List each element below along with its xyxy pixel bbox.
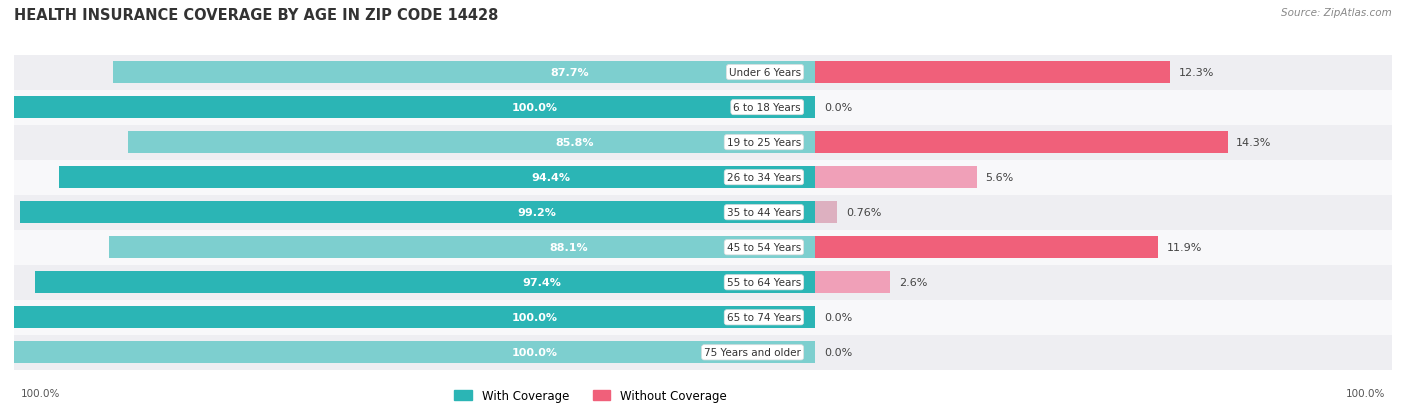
Text: 26 to 34 Years: 26 to 34 Years <box>727 173 801 183</box>
Text: 88.1%: 88.1% <box>550 243 588 253</box>
Text: 35 to 44 Years: 35 to 44 Years <box>727 208 801 218</box>
Text: 100.0%: 100.0% <box>512 103 558 113</box>
Text: 0.0%: 0.0% <box>824 313 852 323</box>
Text: 100.0%: 100.0% <box>512 313 558 323</box>
Text: 65 to 74 Years: 65 to 74 Years <box>727 313 801 323</box>
Text: 94.4%: 94.4% <box>531 173 571 183</box>
Bar <box>21 202 815 223</box>
Text: 45 to 54 Years: 45 to 54 Years <box>727 243 801 253</box>
Text: 100.0%: 100.0% <box>21 388 60 398</box>
Bar <box>14 265 815 300</box>
Bar <box>14 125 815 160</box>
Text: Source: ZipAtlas.com: Source: ZipAtlas.com <box>1281 8 1392 18</box>
Bar <box>815 230 1392 265</box>
Text: HEALTH INSURANCE COVERAGE BY AGE IN ZIP CODE 14428: HEALTH INSURANCE COVERAGE BY AGE IN ZIP … <box>14 8 499 23</box>
Bar <box>14 97 815 119</box>
Bar <box>815 265 1392 300</box>
Text: 5.6%: 5.6% <box>986 173 1014 183</box>
Bar <box>14 307 815 328</box>
Bar <box>815 90 1392 125</box>
Text: 55 to 64 Years: 55 to 64 Years <box>727 278 801 287</box>
Bar <box>14 55 815 90</box>
Bar <box>815 125 1392 160</box>
Bar <box>815 237 1159 259</box>
Bar <box>59 167 815 189</box>
Bar <box>35 272 815 293</box>
Text: 85.8%: 85.8% <box>555 138 595 148</box>
Text: 100.0%: 100.0% <box>512 347 558 358</box>
Bar <box>112 62 815 84</box>
Bar <box>815 195 1392 230</box>
Bar <box>14 195 815 230</box>
Bar <box>110 237 815 259</box>
Bar <box>815 132 1227 154</box>
Bar <box>815 55 1392 90</box>
Legend: With Coverage, Without Coverage: With Coverage, Without Coverage <box>450 385 731 407</box>
Bar <box>14 335 815 370</box>
Bar <box>815 300 1392 335</box>
Text: 75 Years and older: 75 Years and older <box>704 347 801 358</box>
Text: 99.2%: 99.2% <box>517 208 557 218</box>
Text: 2.6%: 2.6% <box>898 278 928 287</box>
Bar <box>815 272 890 293</box>
Text: 6 to 18 Years: 6 to 18 Years <box>734 103 801 113</box>
Text: 0.0%: 0.0% <box>824 103 852 113</box>
Bar <box>815 167 977 189</box>
Bar <box>14 300 815 335</box>
Bar <box>14 160 815 195</box>
Bar <box>815 202 838 223</box>
Text: Under 6 Years: Under 6 Years <box>728 68 801 78</box>
Text: 87.7%: 87.7% <box>550 68 589 78</box>
Text: 0.0%: 0.0% <box>824 347 852 358</box>
Text: 14.3%: 14.3% <box>1236 138 1271 148</box>
Text: 0.76%: 0.76% <box>846 208 882 218</box>
Bar <box>14 90 815 125</box>
Text: 12.3%: 12.3% <box>1178 68 1213 78</box>
Bar <box>128 132 815 154</box>
Text: 11.9%: 11.9% <box>1167 243 1202 253</box>
Bar <box>14 230 815 265</box>
Bar <box>815 160 1392 195</box>
Bar <box>14 342 815 363</box>
Bar <box>815 62 1170 84</box>
Text: 100.0%: 100.0% <box>1346 388 1385 398</box>
Bar <box>815 335 1392 370</box>
Text: 97.4%: 97.4% <box>523 278 562 287</box>
Text: 19 to 25 Years: 19 to 25 Years <box>727 138 801 148</box>
